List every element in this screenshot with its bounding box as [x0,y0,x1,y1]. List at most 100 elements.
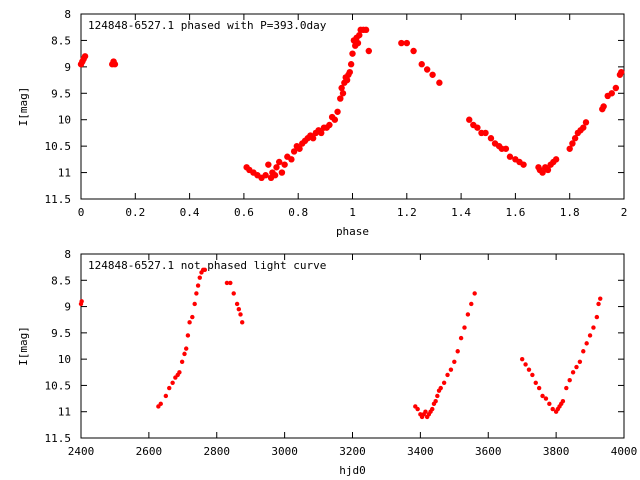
chart-2-data-point [596,301,601,307]
chart-1-data-point [429,71,436,78]
chart-1-data-point [418,61,425,68]
chart-1-data-point [349,50,356,57]
chart-2-data-point [415,406,420,412]
chart-2-y-tick-label: 11.5 [45,432,72,445]
chart-1-data-point [552,156,560,163]
chart-1-x-tick-label: 0.2 [125,206,145,219]
chart-2-data-point [430,406,435,412]
chart-2-data-point [202,267,208,272]
chart-2-data-point [465,312,471,317]
chart-2-data-point [536,385,542,391]
chart-1-data-point [354,39,362,47]
chart-1-data-point [436,79,443,86]
chart-2-y-tick-label: 9 [64,301,71,314]
chart-1-data-point [326,121,333,129]
chart-2-x-tick-label: 2600 [136,445,163,458]
chart-2-data-point [185,333,191,338]
chart-2-x-tick-label: 3200 [339,445,366,458]
chart-2-data-point [564,385,569,391]
chart-1-data-point [618,68,625,76]
chart-1-data-point [365,47,372,55]
chart-2-data-point [560,399,566,404]
chart-2-data-point [187,320,192,325]
chart-2-data-point [587,333,593,338]
chart-1-data-point [506,153,514,160]
chart-1-data-point [544,166,552,174]
chart-2-data-point [574,364,579,370]
chart-1-data-point [275,158,283,166]
chart-2-data-point [448,367,454,372]
chart-1-data-point [608,90,615,97]
chart-1-y-tick-label: 10.5 [45,140,72,153]
chart-2-y-tick-label: 8.5 [51,274,71,287]
chart-1-data-point [474,124,481,131]
chart-1-data-point [81,53,89,60]
chart-2-data-point [224,280,230,286]
chart-2-data-point [182,351,187,357]
chart-1-data-point [338,84,345,92]
chart-1-data-point [571,135,579,142]
chart-2-data-point [435,393,440,399]
chart-1-y-tick-label: 11 [58,167,71,180]
chart-2-data-point [192,301,197,307]
chart-2-data-point [577,359,583,364]
chart-1-x-tick-label: 1.2 [397,206,417,219]
chart-2-title: 124848-6527.1 not phased light curve [88,259,326,272]
chart-2-plot-frame [80,253,625,439]
chart-1-x-tick-label: 1.6 [505,206,525,219]
chart-2-data-point [584,341,589,346]
chart-2-data-point [441,380,447,385]
chart-2-data-point [570,370,576,375]
chart-1-y-tick-label: 9 [64,61,71,74]
chart-2-data-point [179,359,185,364]
chart-2-data-point [423,409,428,414]
chart-2-data-point [598,296,603,301]
chart-1-x-tick-label: 2 [621,206,628,219]
chart-2-data-point [469,301,474,307]
chart-2-data-point [228,280,233,286]
chart-1-data-point [265,161,272,168]
chart-2-data-point [594,314,600,320]
chart-1-data-point [362,26,370,34]
chart-2-x-tick-label: 4000 [611,445,638,458]
chart-1-data-point [466,116,473,123]
chart-2-x-tick-label: 2800 [204,445,231,458]
chart-2-data-point [231,291,236,296]
chart-1-data-point [520,161,527,168]
chart-1-x-tick-label: 0 [78,206,85,219]
chart-1-data-point [582,119,590,126]
chart-1-y-tick-label: 10 [58,114,71,127]
chart-1-data-point [343,76,351,84]
chart-1-data-point [337,95,344,102]
chart-1-data-point [569,140,576,147]
chart-2-x-tick-label: 3400 [407,445,434,458]
chart-1-data-point [403,39,410,47]
chart-2-data-point [170,380,175,385]
chart-1-y-tick-label: 8.5 [51,34,71,47]
chart-1-data-point [502,145,510,152]
chart-1-data-point [346,68,353,76]
chart-2-data-point [540,393,545,399]
chart-2-data-point [462,325,467,330]
chart-2-data-point [533,380,538,385]
chart-2-data-point [526,367,532,372]
chart-1-y-axis-label: I[mag] [17,87,30,127]
chart-2-data-point [177,370,182,375]
chart-2-y-tick-label: 11 [58,406,71,419]
chart-2-x-tick-label: 3600 [475,445,502,458]
chart-1-data-point [566,145,573,152]
chart-1-x-tick-label: 1.8 [560,206,580,219]
chart-1-data-point [410,47,417,55]
chart-1-data-point [262,172,269,179]
chart-2-data-point [567,377,572,383]
chart-2-x-tick-label: 3800 [543,445,570,458]
chart-2-data-point [184,346,189,351]
chart-2-y-axis-label: I[mag] [17,326,30,366]
chart-1-data-point [331,116,339,123]
chart-2-data-point [167,385,172,391]
chart-2-data-point [236,307,242,312]
chart-1-data-point [334,108,341,115]
chart-1-data-point [580,124,587,131]
chart-1-y-tick-label: 8 [64,8,71,21]
chart-2-data-point [547,401,552,407]
